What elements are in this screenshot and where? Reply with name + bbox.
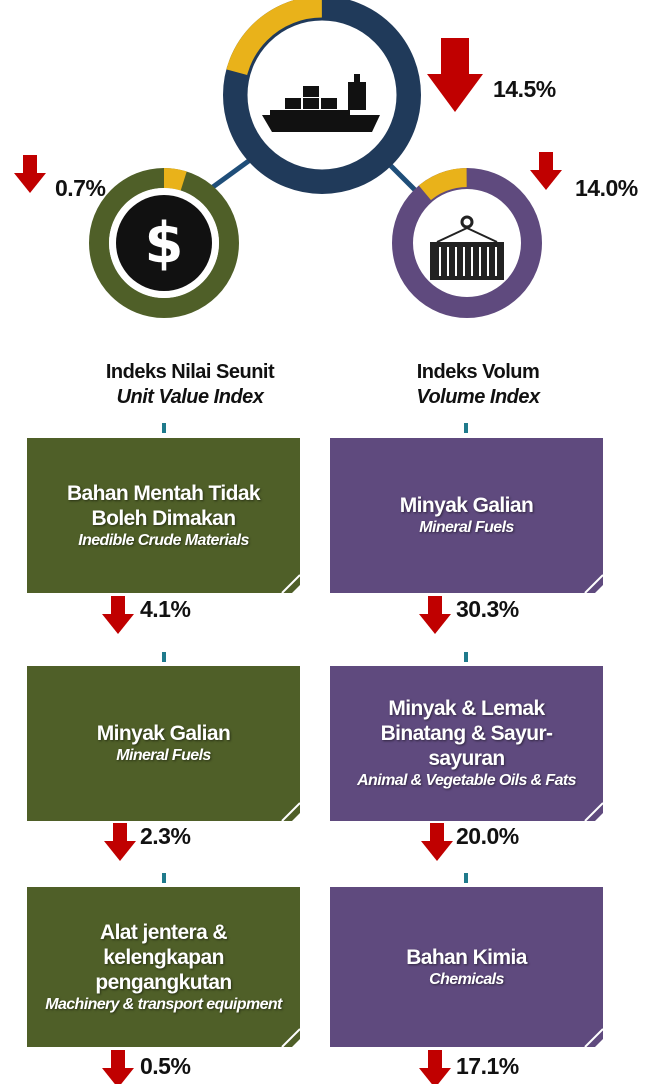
- down-arrow: [419, 1050, 451, 1084]
- category-box: Minyak Galian Mineral Fuels: [330, 438, 603, 593]
- category-box: Minyak & Lemak Binatang & Sayur-sayuran A…: [330, 666, 603, 821]
- category-title: Minyak Galian: [399, 494, 534, 517]
- category-subtitle: Animal & Vegetable Oils & Fats: [357, 772, 576, 789]
- down-arrow: [104, 823, 136, 861]
- change: 4.1%: [140, 596, 191, 622]
- header-title: Indeks Volum: [416, 361, 540, 383]
- category-box: Bahan Mentah Tidak Boleh Dimakan Inedible…: [27, 438, 300, 593]
- ship-ring: [223, 0, 421, 194]
- corner: [584, 1028, 603, 1047]
- change: 2.3%: [140, 823, 191, 849]
- category-box: Alat jentera & kelengkapan pengangkutan M…: [27, 887, 300, 1047]
- category-subtitle: Mineral Fuels: [419, 519, 514, 536]
- change: 20.0%: [456, 823, 519, 849]
- down-arrow: [14, 155, 46, 193]
- down-arrow: [427, 38, 483, 112]
- header-title: Indeks Nilai Seunit: [105, 361, 275, 383]
- header-subtitle: Unit Value Index: [116, 386, 264, 408]
- header: Indeks Nilai Seunit Unit Value Index: [60, 360, 320, 410]
- change: 0.5%: [140, 1053, 191, 1079]
- corner: [281, 802, 300, 821]
- corner: [281, 574, 300, 593]
- svg-text:$: $: [145, 211, 184, 276]
- category-title: Minyak Galian: [96, 722, 231, 745]
- down-arrow: [102, 596, 134, 634]
- down-arrow: [530, 152, 562, 190]
- header-subtitle: Volume Index: [416, 386, 540, 408]
- corner: [281, 1028, 300, 1047]
- category-title: Minyak & Lemak Binatang & Sayur-sayuran: [380, 697, 553, 770]
- change: 14.0%: [575, 175, 638, 201]
- down-arrow: [421, 823, 453, 861]
- change: 30.3%: [456, 596, 519, 622]
- category-subtitle: Machinery & transport equipment: [45, 995, 282, 1013]
- down-arrow: [419, 596, 451, 634]
- corner: [584, 802, 603, 821]
- category-title: Alat jentera & kelengkapan pengangkutan: [95, 920, 232, 994]
- category-box: Bahan Kimia Chemicals: [330, 887, 603, 1047]
- category-subtitle: Mineral Fuels: [116, 747, 211, 764]
- dash: [162, 423, 468, 883]
- change: 17.1%: [456, 1053, 519, 1079]
- category-box: Minyak Galian Mineral Fuels: [27, 666, 300, 821]
- unit-value-ring: $: [89, 168, 239, 318]
- down-arrow: [102, 1050, 134, 1084]
- category-title: Bahan Mentah Tidak Boleh Dimakan: [66, 481, 261, 530]
- change: 0.7%: [55, 175, 106, 201]
- category-title: Bahan Kimia: [406, 945, 527, 969]
- ship-icon: [262, 74, 380, 132]
- corner: [584, 574, 603, 593]
- volume-ring: [392, 168, 542, 318]
- category-subtitle: Inedible Crude Materials: [78, 531, 249, 549]
- change: 14.5%: [493, 76, 556, 102]
- header: Indeks Volum Volume Index: [348, 360, 608, 410]
- category-subtitle: Chemicals: [429, 970, 504, 988]
